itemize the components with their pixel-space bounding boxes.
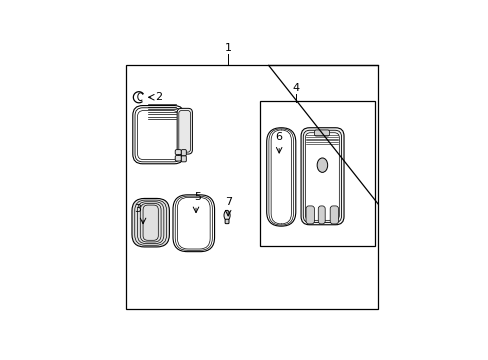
FancyBboxPatch shape (305, 206, 314, 224)
FancyBboxPatch shape (301, 128, 344, 225)
FancyBboxPatch shape (329, 206, 338, 224)
FancyBboxPatch shape (303, 130, 341, 222)
Text: 5: 5 (194, 192, 201, 202)
Ellipse shape (224, 210, 230, 220)
Text: 7: 7 (224, 197, 231, 207)
FancyBboxPatch shape (137, 111, 178, 159)
FancyBboxPatch shape (270, 130, 291, 224)
FancyBboxPatch shape (266, 128, 295, 226)
Text: 4: 4 (292, 83, 299, 93)
FancyBboxPatch shape (173, 195, 214, 252)
Text: 2: 2 (155, 92, 162, 102)
FancyBboxPatch shape (314, 130, 329, 136)
FancyBboxPatch shape (132, 198, 169, 247)
Text: 6: 6 (275, 132, 282, 142)
Bar (125, 66, 377, 309)
Ellipse shape (317, 158, 327, 172)
Text: 1: 1 (224, 43, 231, 53)
FancyBboxPatch shape (179, 111, 190, 152)
FancyBboxPatch shape (135, 108, 181, 162)
FancyBboxPatch shape (224, 219, 228, 224)
FancyBboxPatch shape (177, 198, 210, 249)
FancyBboxPatch shape (177, 108, 192, 154)
FancyBboxPatch shape (318, 206, 325, 224)
FancyBboxPatch shape (133, 105, 183, 164)
Bar (260, 102, 375, 246)
FancyBboxPatch shape (305, 133, 339, 220)
FancyBboxPatch shape (175, 196, 212, 250)
FancyBboxPatch shape (175, 156, 181, 161)
FancyBboxPatch shape (268, 129, 293, 225)
FancyBboxPatch shape (175, 150, 181, 155)
FancyBboxPatch shape (181, 156, 186, 162)
FancyBboxPatch shape (181, 150, 186, 156)
Text: 3: 3 (134, 204, 141, 214)
